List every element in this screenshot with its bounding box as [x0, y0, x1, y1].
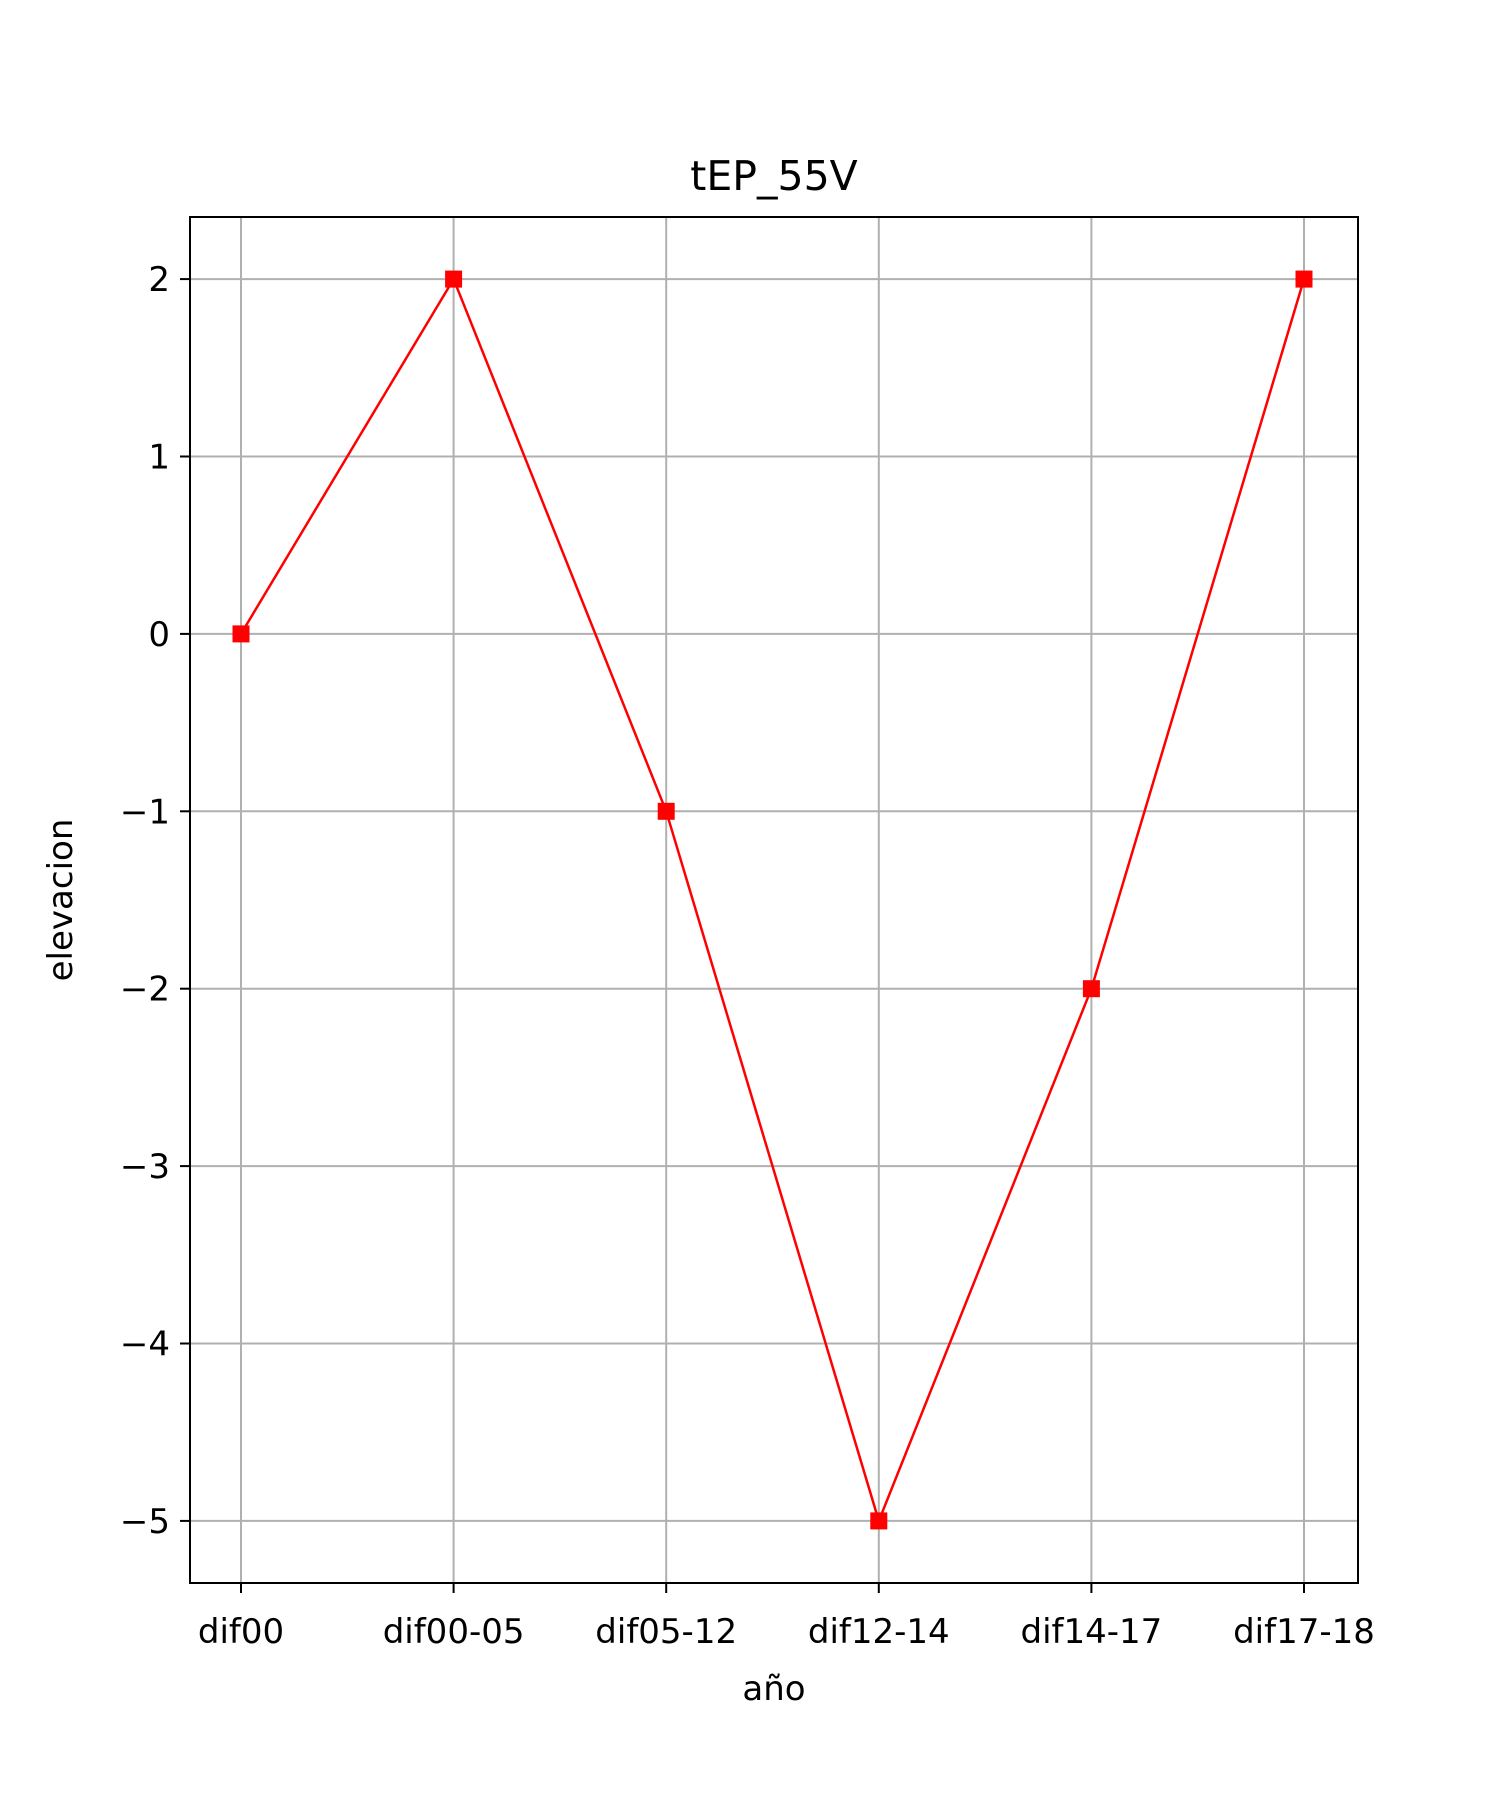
- x-tick-label: dif05-12: [595, 1612, 737, 1652]
- grid: [190, 217, 1358, 1583]
- x-tick-label: dif12-14: [808, 1612, 950, 1652]
- x-axis-ticks: dif00 dif00-05 dif05-12 dif12-14 dif14-17 dif…: [198, 1583, 1375, 1652]
- data-point-marker: [232, 625, 250, 643]
- chart-title: tEP_55V: [690, 152, 857, 200]
- y-tick-label: 2: [148, 260, 170, 300]
- data-point-marker: [870, 1512, 888, 1530]
- y-tick-label: −2: [120, 970, 170, 1010]
- y-tick-label: −1: [120, 792, 170, 832]
- y-tick-label: 0: [148, 615, 170, 655]
- y-tick-label: 1: [148, 437, 170, 477]
- x-tick-label: dif00-05: [383, 1612, 525, 1652]
- data-point-marker: [657, 802, 675, 820]
- y-tick-label: −4: [120, 1325, 170, 1365]
- series-line-group: [239, 277, 1306, 1523]
- data-point-marker: [1082, 980, 1100, 998]
- series-markers: [232, 270, 1313, 1530]
- data-point-marker: [1295, 270, 1313, 288]
- x-tick-label: dif00: [198, 1612, 284, 1652]
- x-tick-label: dif17-18: [1233, 1612, 1375, 1652]
- y-tick-label: −5: [120, 1502, 170, 1542]
- plot-frame: [189, 216, 1359, 1584]
- y-tick-label: −3: [120, 1147, 170, 1187]
- data-point-marker: [445, 270, 463, 288]
- x-tick-label: dif14-17: [1021, 1612, 1163, 1652]
- series-line: [239, 277, 1306, 1523]
- y-axis-ticks: 2 1 0 −1 −2 −3 −4 −5: [120, 260, 190, 1542]
- y-axis-label: elevacion: [41, 819, 81, 982]
- x-axis-label: año: [742, 1669, 805, 1709]
